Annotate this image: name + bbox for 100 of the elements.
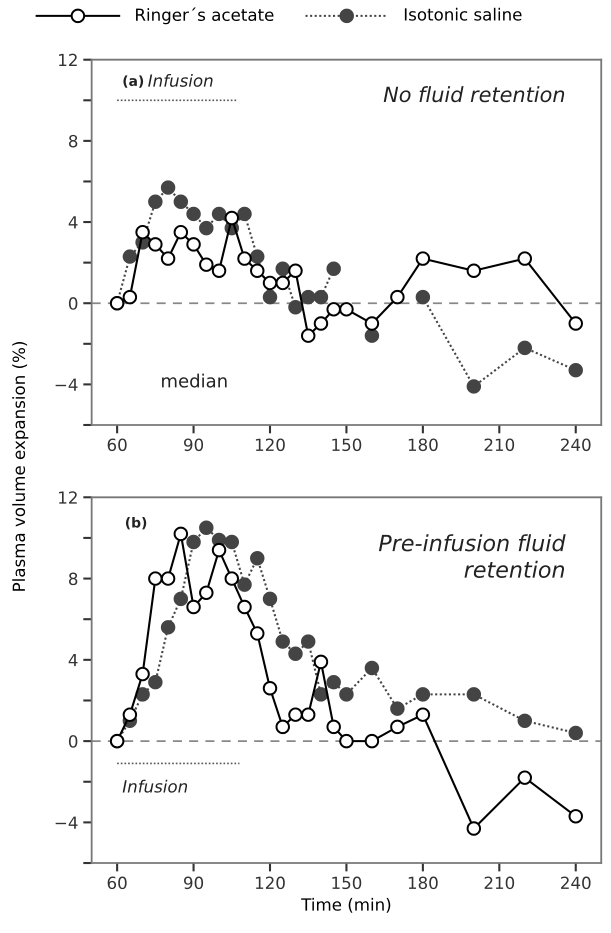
point — [148, 237, 163, 252]
point — [212, 264, 226, 278]
point — [326, 674, 341, 690]
x-tick-label: 120 — [256, 876, 285, 890]
annotation: median — [162, 374, 227, 388]
y-tick-label: 8 — [68, 572, 78, 586]
point — [288, 300, 303, 315]
annotation: Infusion — [148, 74, 213, 87]
y-tick-label: −4 — [56, 378, 78, 391]
point — [174, 526, 188, 542]
point — [186, 237, 201, 252]
annotation: Infusion — [122, 780, 188, 793]
x-axis-title: Time (min) — [301, 898, 390, 913]
x-tick-label: 90 — [184, 876, 204, 890]
point — [300, 290, 316, 304]
point — [518, 770, 532, 785]
point — [250, 551, 264, 566]
point — [250, 249, 264, 264]
y-tick-label: 12 — [59, 54, 77, 66]
point — [466, 687, 482, 702]
point — [568, 362, 583, 378]
x-tick-label: 210 — [484, 876, 514, 890]
annotation: (b) — [126, 516, 146, 530]
point — [288, 264, 303, 278]
point — [135, 666, 150, 682]
point — [276, 276, 290, 290]
point — [199, 586, 214, 600]
point — [174, 224, 188, 240]
point — [237, 600, 252, 614]
point — [300, 328, 316, 343]
point — [339, 302, 354, 317]
point — [364, 328, 380, 343]
point — [122, 707, 138, 722]
point — [518, 340, 532, 356]
y-tick-label: 12 — [59, 491, 77, 504]
point — [237, 206, 252, 222]
point — [199, 220, 214, 236]
point — [122, 249, 138, 264]
point — [135, 224, 150, 240]
point — [466, 264, 482, 278]
point — [390, 290, 405, 304]
point — [276, 634, 290, 649]
y-tick-label: 4 — [68, 654, 78, 666]
point — [224, 210, 240, 226]
point — [174, 592, 188, 606]
point — [212, 206, 226, 222]
point — [314, 316, 328, 331]
point — [390, 720, 405, 734]
point — [300, 634, 316, 649]
point — [199, 257, 214, 272]
y-tick-label: 0 — [68, 297, 78, 310]
x-tick-label: 150 — [332, 438, 362, 452]
point — [364, 734, 380, 748]
y-tick-label: 0 — [68, 735, 78, 748]
y-tick-label: 4 — [68, 216, 78, 228]
x-tick-label: 180 — [408, 438, 438, 452]
point — [416, 687, 430, 702]
point — [224, 534, 240, 550]
annotation: (a) — [123, 75, 144, 88]
y-axis-title: Plasma volume expansion (%) — [12, 342, 28, 591]
point — [390, 701, 405, 716]
point — [186, 206, 201, 222]
point — [174, 194, 188, 209]
point — [326, 262, 341, 276]
point — [135, 687, 150, 702]
point — [416, 251, 430, 266]
point — [262, 290, 278, 304]
point — [326, 302, 341, 317]
point — [160, 620, 176, 635]
x-tick-label: 150 — [332, 876, 362, 890]
point — [416, 290, 430, 304]
point — [276, 262, 290, 276]
point — [148, 571, 163, 586]
point — [518, 251, 532, 266]
point — [339, 687, 354, 702]
point — [237, 251, 252, 266]
point — [314, 654, 328, 670]
y-tick-label: 8 — [68, 134, 78, 148]
point — [314, 687, 328, 702]
point — [212, 542, 226, 558]
annotation: Pre-infusion fluid retention — [378, 534, 566, 578]
point — [276, 720, 290, 734]
point — [416, 707, 430, 722]
x-tick-label: 240 — [561, 438, 591, 452]
x-tick-label: 60 — [108, 438, 127, 452]
point — [262, 276, 278, 290]
point — [122, 290, 138, 304]
point — [288, 646, 303, 661]
point — [160, 251, 176, 266]
point — [326, 720, 341, 734]
point — [568, 316, 583, 331]
point — [364, 316, 380, 331]
point — [250, 626, 264, 641]
point — [262, 592, 278, 606]
point — [199, 520, 214, 535]
point — [466, 379, 482, 394]
x-tick-label: 120 — [256, 438, 285, 452]
x-tick-label: 60 — [108, 876, 127, 890]
x-tick-label: 240 — [561, 876, 591, 890]
point — [224, 571, 240, 586]
